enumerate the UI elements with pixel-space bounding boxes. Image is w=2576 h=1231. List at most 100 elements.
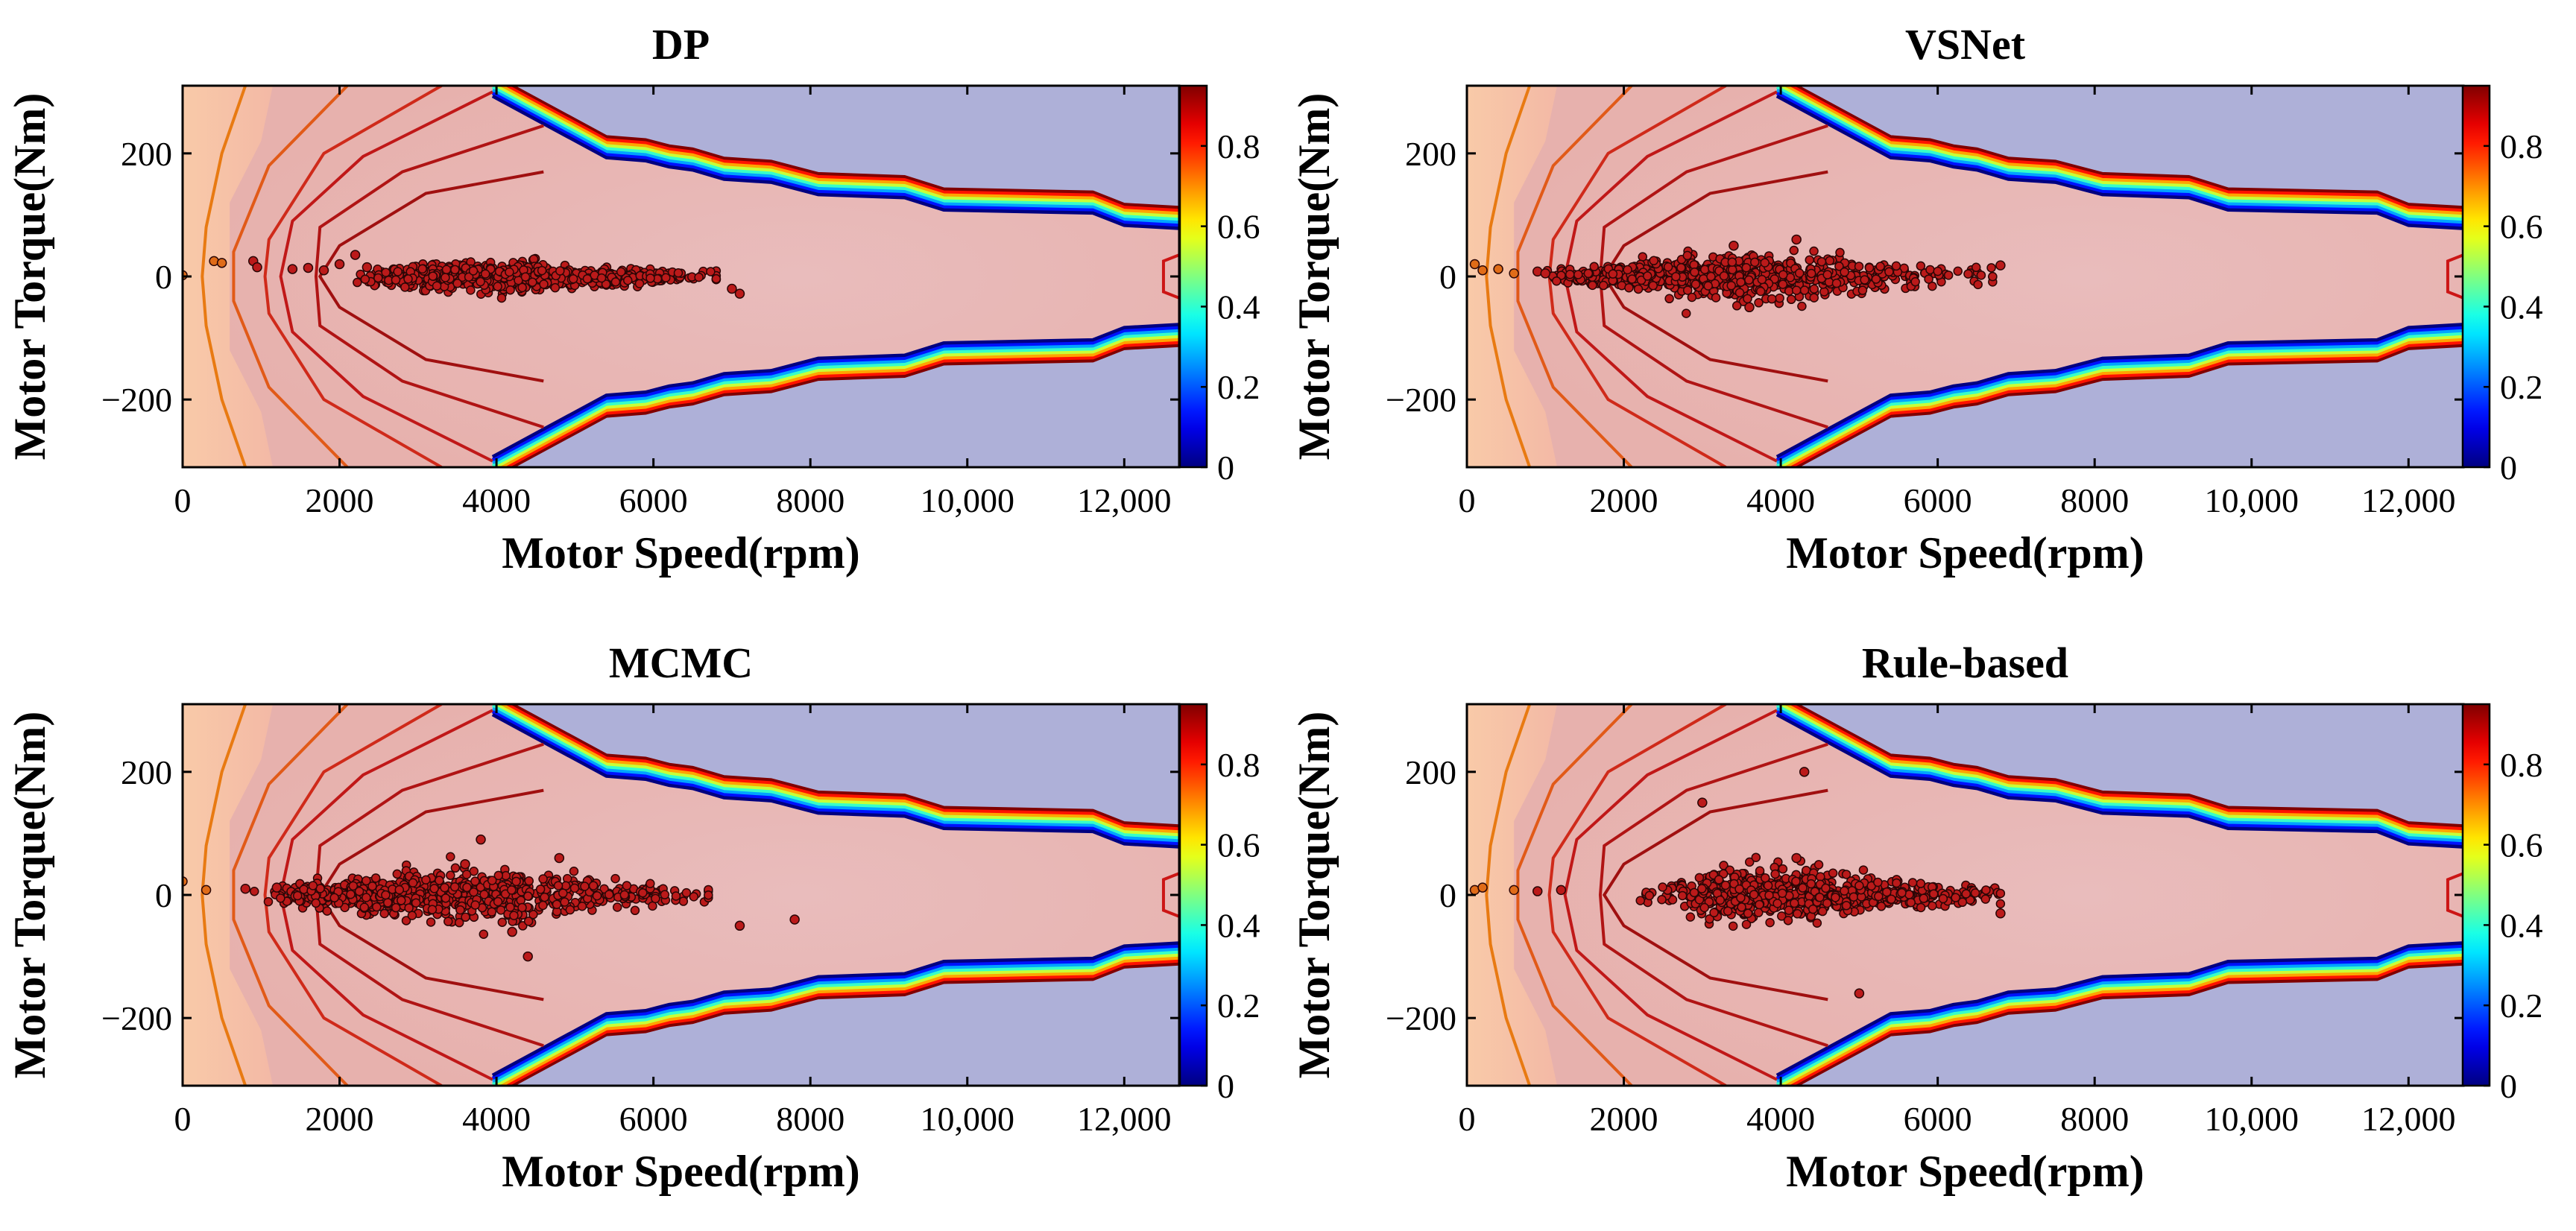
colorbar-tick-label: 0.4 (2500, 906, 2543, 944)
efficiency-gradient-band (1775, 707, 2463, 843)
efficiency-gradient-band (508, 962, 1179, 1086)
operating-point (391, 275, 401, 285)
operating-point (468, 266, 479, 276)
operating-point (449, 882, 460, 892)
efficiency-gradient-band (1792, 704, 2463, 828)
y-tick-label: −200 (101, 381, 172, 419)
operating-point (1736, 893, 1746, 903)
operating-point (435, 876, 444, 885)
efficiency-gradient-band (1775, 332, 2463, 467)
operating-point (1831, 278, 1842, 288)
colorbar-gradient (1178, 703, 1208, 1087)
contour-line (1563, 709, 1778, 1081)
operating-point (1770, 869, 1780, 879)
efficiency-map (1467, 704, 2463, 1086)
operating-point (1864, 263, 1875, 273)
operating-point (560, 897, 569, 907)
operating-point (1988, 271, 1998, 282)
operating-point (638, 888, 648, 898)
efficiency-gradient-band (491, 944, 1179, 1080)
operating-point (299, 885, 309, 894)
efficiency-gradient-band (1787, 704, 2463, 831)
operating-point (645, 273, 655, 283)
x-tick-label: 10,000 (921, 481, 1015, 519)
efficiency-gradient-band (1775, 92, 2463, 227)
operating-point (524, 876, 534, 886)
operating-point (407, 911, 417, 920)
operating-point (537, 265, 547, 276)
operating-point (1876, 902, 1887, 911)
operating-point (1822, 270, 1832, 279)
operating-point (1734, 288, 1745, 298)
efficiency-gradient-band (1775, 941, 2463, 1077)
operating-point (558, 888, 568, 898)
operating-point (1953, 266, 1963, 276)
colorbar-tick-label: 0 (2500, 449, 2517, 487)
x-tick-label: 10,000 (2205, 481, 2299, 519)
operating-point (694, 272, 704, 282)
operating-point-outlier (507, 926, 517, 937)
contour-line (263, 86, 443, 467)
operating-point (1910, 276, 1920, 287)
operating-point (496, 905, 506, 915)
operating-point-outlier (303, 262, 314, 273)
operating-point (1682, 250, 1693, 261)
x-tick-label: 6000 (619, 1100, 688, 1138)
operating-point (1763, 881, 1773, 890)
operating-point (479, 890, 489, 899)
operating-point (1705, 914, 1714, 924)
efficiency-gradient-band (1775, 704, 2463, 837)
x-axis-label: Motor Speed(rpm) (502, 1147, 859, 1196)
operating-point (394, 885, 405, 895)
operating-point (1589, 262, 1599, 272)
operating-point (1588, 280, 1597, 291)
x-axis-label: Motor Speed(rpm) (1786, 1147, 2144, 1196)
contour-line (201, 86, 247, 467)
efficiency-gradient-band (1775, 95, 2463, 230)
efficiency-gradient-band (1775, 953, 2463, 1086)
operating-point (1783, 916, 1793, 925)
efficiency-gradient-band (1775, 947, 2463, 1083)
operating-point (588, 881, 599, 890)
operating-point (523, 891, 533, 901)
operating-points (1469, 767, 2006, 999)
x-tick-label: 2000 (306, 1100, 374, 1138)
operating-point (1916, 902, 1926, 913)
colorbar-gradient (1178, 84, 1208, 469)
colorbar: 0 0.2 0.4 0.6 0.8 (1178, 703, 1260, 1105)
operating-point-outlier (252, 262, 262, 273)
operating-point (1821, 883, 1831, 893)
operating-point-outlier (318, 265, 329, 276)
contour-line (1602, 788, 1828, 1001)
operating-point (1734, 884, 1744, 894)
operating-point (1808, 904, 1818, 914)
operating-point-outlier (476, 834, 486, 845)
operating-point-outlier (1697, 797, 1708, 808)
operating-point (619, 890, 630, 900)
contour-line (318, 170, 544, 383)
x-tick-label: 12,000 (1077, 481, 1172, 519)
operating-point (249, 886, 259, 896)
operating-point-outlier (362, 262, 373, 273)
colorbar: 0 0.2 0.4 0.6 0.8 (2461, 84, 2543, 487)
operating-point (370, 873, 381, 883)
operating-point (1816, 257, 1827, 267)
operating-point (517, 282, 527, 293)
operating-point-outlier (201, 885, 212, 896)
operating-point (1685, 912, 1696, 922)
x-tick-label: 6000 (1904, 481, 1972, 519)
colorbar-tick-label: 0.8 (1217, 746, 1260, 784)
operating-point (432, 281, 442, 291)
operating-point (1805, 255, 1814, 265)
low-speed-region (183, 704, 274, 1086)
x-tick-label: 2000 (306, 481, 374, 519)
operating-point (348, 881, 359, 891)
efficiency-gradient-band (1775, 329, 2463, 464)
y-tick-label: 0 (1439, 876, 1456, 914)
operating-point (1933, 266, 1942, 276)
operating-point (427, 905, 438, 914)
operating-point (1643, 271, 1652, 281)
operating-point (487, 876, 497, 885)
operating-point (1757, 274, 1767, 285)
operating-point (1714, 875, 1724, 885)
